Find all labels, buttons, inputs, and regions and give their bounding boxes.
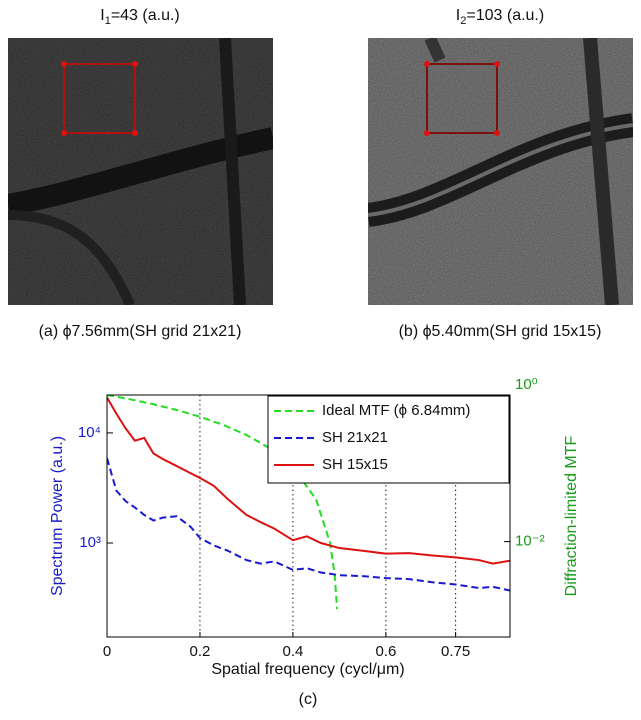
y2-tick-label: 10⁰: [515, 376, 538, 393]
label-prefix: I: [456, 7, 460, 24]
y-tick-label: 10³: [79, 534, 101, 551]
data-line: [107, 396, 510, 565]
intensity-label: I2=103 (a.u.): [456, 7, 544, 27]
label-rest: =103 (a.u.): [466, 7, 544, 24]
legend-label: SH 15x15: [322, 456, 388, 473]
label-rest: =43 (a.u.): [111, 7, 180, 24]
panel-caption: (a) ϕ7.56mm(SH grid 21x21): [39, 323, 242, 340]
data-line: [107, 457, 510, 592]
label-sub: 1: [105, 15, 111, 27]
retina-image-a: [8, 38, 273, 305]
chart-caption: (c): [299, 691, 318, 708]
legend-label: Ideal MTF (ϕ 6.84mm): [322, 402, 470, 419]
x-tick-label: 0.75: [441, 643, 470, 660]
data-line: [107, 395, 339, 610]
y-tick-label: 10⁴: [78, 424, 101, 441]
x-tick-label: 0.4: [282, 643, 303, 660]
panel-caption: (b) ϕ5.40mm(SH grid 15x15): [399, 323, 602, 340]
y-axis-label: Spectrum Power (a.u.): [49, 436, 66, 596]
y2-axis-label: Diffraction-limited MTF: [563, 435, 580, 596]
chart: 0 0.2 0.4 0.6 0.75 10³ 10⁴ 10⁻² 10⁰ Ideal MTF (ϕ …: [78, 376, 545, 660]
label-sub: 2: [460, 15, 466, 27]
plot-lines: [107, 395, 510, 610]
x-tick-label: 0.2: [190, 643, 211, 660]
intensity-label: I1=43 (a.u.): [100, 7, 180, 27]
label-prefix: I: [100, 7, 104, 24]
x-tick-label: 0: [103, 643, 111, 660]
y2-tick-label: 10⁻²: [515, 533, 545, 550]
retina-image-b: [368, 38, 633, 305]
x-tick-label: 0.6: [375, 643, 396, 660]
roi-corners: [61, 61, 138, 136]
roi-corners: [424, 61, 500, 136]
legend-label: SH 21x21: [322, 429, 388, 446]
x-axis-label: Spatial frequency (cycl/μm): [211, 661, 404, 678]
plot-frame: [106, 394, 511, 638]
